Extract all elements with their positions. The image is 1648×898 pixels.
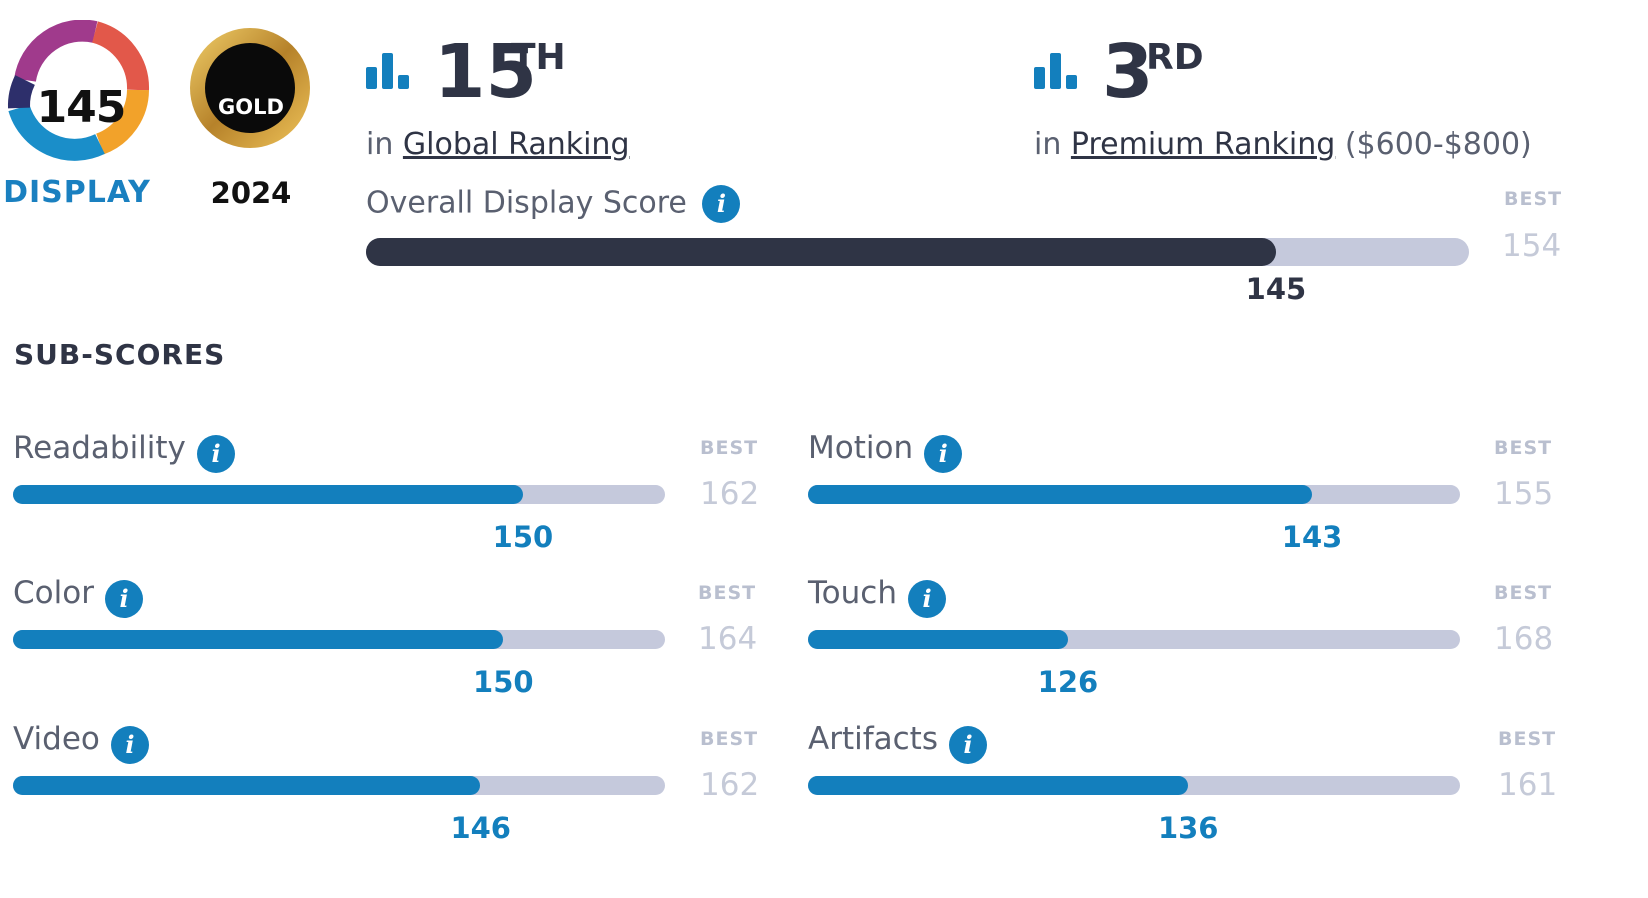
- subscore-touch-header: Touch i: [808, 575, 947, 618]
- subscore-motion-best-label: BEST: [1494, 437, 1553, 459]
- info-icon[interactable]: i: [197, 434, 236, 473]
- gold-award-badge: GOLD 2024: [176, 20, 316, 210]
- subscore-motion-header: Motion i: [808, 430, 963, 473]
- info-icon[interactable]: i: [110, 725, 149, 764]
- subscore-motion-bar-track: [808, 485, 1460, 504]
- subscore-artifacts-value: 136: [1157, 811, 1219, 845]
- subscore-readability-best-value: 162: [700, 476, 760, 512]
- display-badge-ring-icon: [7, 20, 150, 161]
- gold-badge-tier: GOLD: [218, 95, 284, 119]
- info-icon[interactable]: i: [949, 725, 988, 764]
- subscore-color-label: Color: [13, 575, 94, 611]
- subscore-video-header: Video i: [13, 721, 149, 764]
- subscore-artifacts-label: Artifacts: [808, 721, 938, 757]
- info-icon[interactable]: i: [924, 434, 963, 473]
- overall-score-bar-track: [366, 238, 1469, 266]
- subscore-video-bar-fill: [13, 776, 481, 795]
- display-score-badge: 145 DISPLAY: [3, 20, 150, 210]
- subscore-color-header: Color i: [13, 575, 144, 618]
- subscore-touch-bar-fill: [808, 630, 1068, 649]
- subscore-readability-bar-track: [13, 485, 665, 504]
- subscore-readability-header: Readability i: [13, 430, 236, 473]
- info-icon[interactable]: i: [105, 579, 144, 618]
- subscore-touch-best-value: 168: [1494, 621, 1554, 657]
- global-rank-number: 15: [434, 29, 537, 115]
- sub-scores-heading: SUB-SCORES: [14, 338, 226, 371]
- overall-score-bar-fill: [366, 238, 1276, 266]
- subscore-readability-value: 150: [492, 520, 554, 554]
- subscore-color-value: 150: [473, 665, 534, 699]
- overall-best-value: 154: [1502, 228, 1562, 264]
- global-rank-caption: in Global Ranking: [366, 127, 630, 162]
- subscore-color-best-value: 164: [698, 621, 758, 657]
- subscore-readability-best-label: BEST: [700, 437, 759, 459]
- subscore-color-best-label: BEST: [698, 582, 757, 604]
- global-rank-suffix: TH: [511, 37, 566, 78]
- subscore-artifacts-best-label: BEST: [1498, 728, 1557, 750]
- overall-score-value: 145: [1245, 272, 1307, 306]
- subscore-video-best-label: BEST: [700, 728, 759, 750]
- subscore-motion-bar-fill: [808, 485, 1312, 504]
- premium-rank-prefix: in: [1034, 127, 1062, 162]
- global-ranking-link[interactable]: Global Ranking: [402, 127, 630, 162]
- premium-rank-price-range: ($600-$800): [1344, 127, 1532, 162]
- premium-rank-caption: in Premium Ranking ($600-$800): [1034, 127, 1532, 162]
- global-rank-prefix: in: [366, 127, 394, 162]
- subscore-touch-best-label: BEST: [1494, 582, 1553, 604]
- subscore-touch-label: Touch: [808, 575, 897, 611]
- global-rank-block: 15 TH in Global Ranking: [366, 15, 966, 162]
- bar-chart-icon: [1034, 53, 1077, 89]
- subscore-artifacts-header: Artifacts i: [808, 721, 988, 764]
- display-badge-score: 145: [36, 82, 127, 133]
- subscore-artifacts-bar-track: [808, 776, 1460, 795]
- subscore-color-bar-track: [13, 630, 665, 649]
- subscore-video-best-value: 162: [700, 767, 760, 803]
- overall-score-title: Overall Display Score i: [366, 185, 741, 223]
- info-icon[interactable]: i: [702, 185, 741, 223]
- premium-rank-suffix: RD: [1146, 37, 1204, 78]
- subscore-readability-label: Readability: [13, 430, 186, 466]
- gold-badge-year: 2024: [210, 176, 292, 210]
- premium-rank-block: 3 RD in Premium Ranking ($600-$800): [1034, 15, 1594, 162]
- premium-ranking-link[interactable]: Premium Ranking: [1070, 127, 1336, 162]
- subscore-artifacts-best-value: 161: [1498, 767, 1558, 803]
- subscore-touch-bar-track: [808, 630, 1460, 649]
- subscore-color-bar-fill: [13, 630, 504, 649]
- overall-score-label: Overall Display Score: [366, 185, 687, 221]
- subscore-readability-bar-fill: [13, 485, 523, 504]
- subscore-video-label: Video: [13, 721, 100, 757]
- subscore-motion-label: Motion: [808, 430, 914, 466]
- info-icon[interactable]: i: [908, 579, 947, 618]
- subscore-touch-value: 126: [1037, 665, 1099, 699]
- subscore-artifacts-bar-fill: [808, 776, 1188, 795]
- bar-chart-icon: [366, 53, 409, 89]
- subscore-video-value: 146: [450, 811, 511, 845]
- overall-best-label: BEST: [1504, 188, 1563, 210]
- subscore-motion-value: 143: [1281, 520, 1343, 554]
- gold-medal-icon: [190, 28, 310, 148]
- premium-rank-number: 3: [1102, 29, 1154, 115]
- subscore-video-bar-track: [13, 776, 665, 795]
- display-badge-label: DISPLAY: [3, 175, 151, 210]
- subscore-motion-best-value: 155: [1494, 476, 1554, 512]
